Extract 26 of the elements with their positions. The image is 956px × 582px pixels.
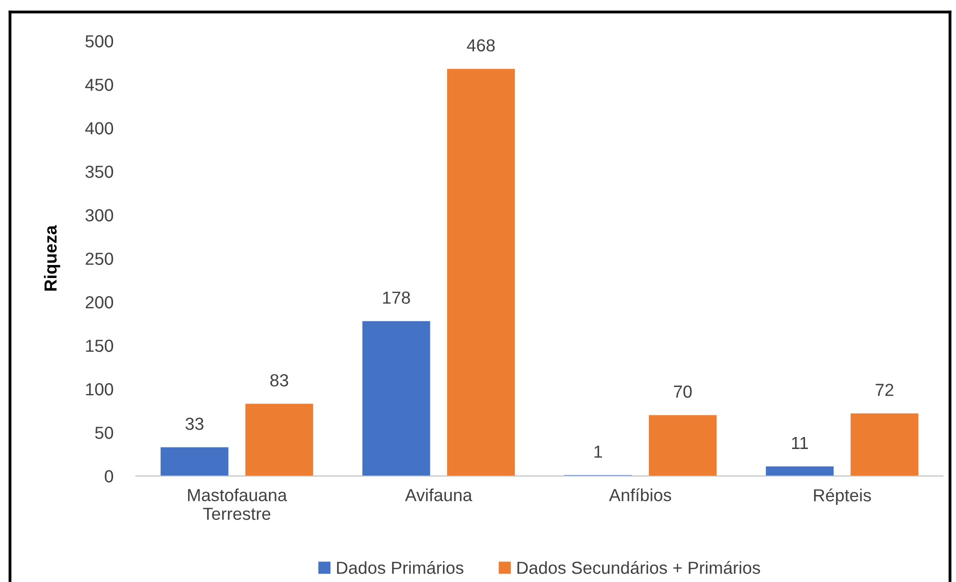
data-label: 11	[792, 436, 808, 449]
x-tick-label: Répteis	[814, 488, 871, 505]
y-axis-title: Riqueza	[44, 225, 60, 291]
data-label: 178	[383, 292, 410, 304]
y-tick-label: 450	[85, 78, 114, 91]
y-tick-label: 50	[95, 426, 114, 439]
data-label: 83	[270, 374, 288, 386]
legend-label: Dados Secundários + Primários	[518, 561, 760, 574]
x-tick-label: Avifauna	[405, 488, 472, 502]
data-label: 1	[594, 446, 602, 458]
x-tick-label: Mastofauana Terrestre	[188, 488, 288, 520]
y-tick-label: 250	[86, 252, 114, 265]
y-tick-label: 400	[85, 122, 114, 134]
data-label: 468	[466, 39, 495, 52]
data-label: 70	[674, 385, 692, 398]
data-label: 33	[186, 418, 204, 430]
y-tick-label: 150	[86, 340, 114, 352]
y-tick-label: 200	[86, 296, 114, 308]
data-label: 72	[876, 384, 894, 396]
x-tick-label: Anfíbios	[609, 488, 672, 502]
y-tick-label: 100	[86, 383, 114, 396]
legend-label: Dados Primários	[337, 561, 464, 574]
y-tick-label: 500	[86, 35, 114, 48]
y-tick-label: 0	[104, 470, 114, 482]
y-tick-label: 350	[85, 166, 114, 178]
y-tick-label: 300	[85, 209, 114, 222]
